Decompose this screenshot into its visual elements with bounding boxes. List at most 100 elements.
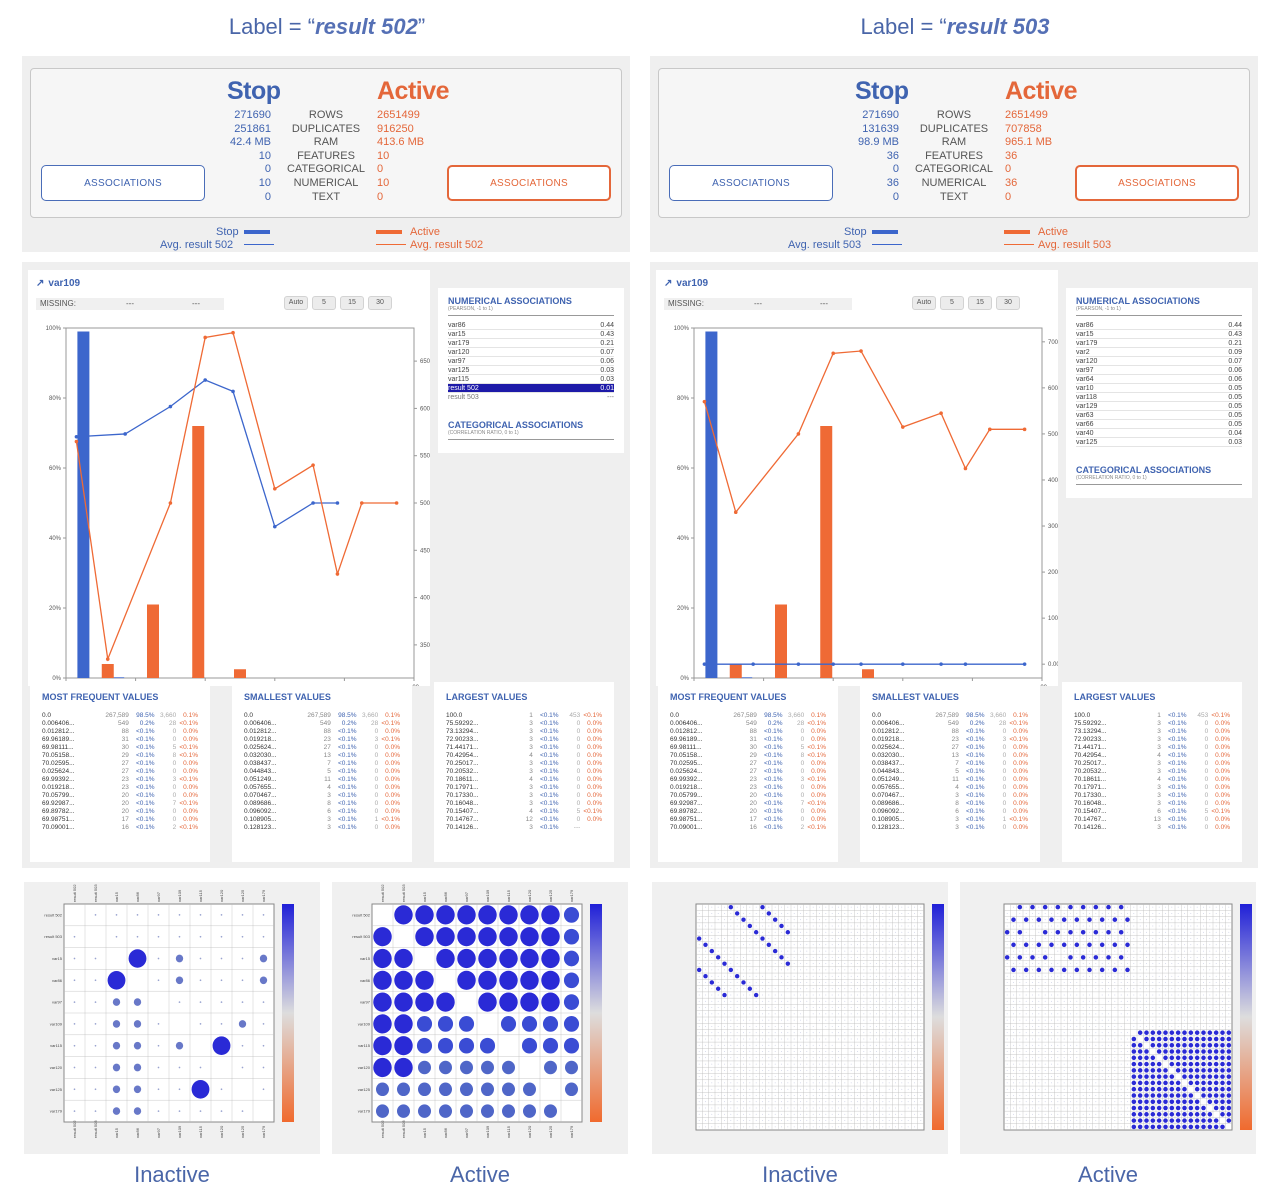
value-cell: 0 (1204, 824, 1209, 831)
assoc-row[interactable]: var86 0.44 (448, 321, 614, 330)
value-cell: 0 (800, 784, 805, 791)
bin-button[interactable]: 5 (312, 296, 336, 310)
avg-active-line-point (360, 501, 364, 505)
corr-circle (1158, 938, 1160, 939)
value-cell: <0.1% (1167, 816, 1187, 823)
assoc-row[interactable]: var64 0.06 (1076, 375, 1242, 384)
bin-button[interactable]: Auto (912, 296, 936, 310)
corr-circle (1108, 1044, 1109, 1046)
corr-circle (1044, 950, 1046, 952)
corr-circle (844, 1063, 846, 1065)
corr-circle (1013, 994, 1014, 996)
corr-circle (1032, 1026, 1033, 1027)
corr-circle (724, 913, 725, 914)
assoc-row[interactable]: result 502 0.01 (448, 384, 614, 393)
value-cell: <0.1% (381, 816, 400, 823)
value-cell: 3 (1157, 784, 1161, 791)
corr-circle (1063, 1095, 1065, 1096)
assoc-row[interactable]: var129 0.05 (1076, 402, 1242, 411)
corr-circle (1184, 956, 1185, 958)
corr-circle (882, 1038, 884, 1040)
corr-circle (1171, 969, 1173, 971)
summary-row: 0 TEXT 0 (659, 191, 1249, 204)
corr-circle (705, 1038, 706, 1040)
assoc-row[interactable]: var115 0.03 (448, 375, 614, 384)
corr-circle (1213, 1030, 1219, 1035)
assoc-row[interactable]: var63 0.05 (1076, 411, 1242, 420)
assoc-row[interactable]: var179 0.21 (1076, 339, 1242, 348)
corr-circle (869, 969, 871, 971)
assoc-row[interactable]: var15 0.43 (448, 330, 614, 339)
assoc-row[interactable]: var97 0.06 (1076, 366, 1242, 375)
value-cell: <0.1% (179, 824, 198, 831)
corr-circle (717, 1126, 719, 1128)
value-row: 0.070467... 3 <0.1% 0 0.0% (244, 792, 400, 800)
corr-circle (1019, 913, 1021, 914)
corr-circle (1095, 1051, 1097, 1052)
colorbar (282, 904, 294, 1122)
corr-circle (1038, 1044, 1040, 1046)
bin-button[interactable]: 15 (340, 296, 364, 310)
bin-button[interactable]: 30 (368, 296, 392, 310)
corr-circle (1165, 963, 1166, 965)
corr-circle (1158, 925, 1160, 927)
assoc-row[interactable]: result 503 --- (448, 393, 614, 402)
active-associations-button[interactable]: ASSOCIATIONS (1075, 165, 1239, 201)
corr-circle (914, 956, 915, 958)
value-cell: <0.1% (763, 816, 783, 823)
bin-button[interactable]: 5 (940, 296, 964, 310)
value-cell: <0.1% (763, 768, 783, 775)
bin-button[interactable]: 15 (968, 296, 992, 310)
bin-button[interactable]: Auto (284, 296, 308, 310)
corr-circle (1114, 1019, 1116, 1021)
assoc-row[interactable]: var120 0.07 (448, 348, 614, 357)
corr-circle (793, 931, 795, 933)
assoc-row[interactable]: var179 0.21 (448, 339, 614, 348)
corr-circle (1006, 1019, 1008, 1021)
corr-circle (1063, 982, 1065, 983)
assoc-row[interactable]: var125 0.03 (448, 366, 614, 375)
corr-circle (730, 975, 732, 977)
value-row: 0.012812... 88 <0.1% 0 0.0% (42, 728, 198, 736)
corr-circle (1114, 1044, 1116, 1046)
corr-circle (564, 1082, 579, 1097)
assoc-row[interactable]: var10 0.05 (1076, 384, 1242, 393)
categorical-assoc-title: CATEGORICAL ASSOCIATIONS (1076, 465, 1212, 475)
corr-circle (850, 975, 852, 977)
value-cell: 16 (749, 824, 757, 831)
assoc-row[interactable]: var120 0.07 (1076, 357, 1242, 366)
corr-circle (1201, 1080, 1206, 1086)
assoc-row[interactable]: var125 0.03 (1076, 438, 1242, 447)
corr-circle (800, 944, 801, 946)
active-associations-button[interactable]: ASSOCIATIONS (447, 165, 611, 201)
corr-circle (781, 1095, 782, 1096)
corr-circle (1127, 975, 1128, 977)
assoc-row[interactable]: var2 0.09 (1076, 348, 1242, 357)
assoc-row[interactable]: var86 0.44 (1076, 321, 1242, 330)
corr-circle (831, 982, 833, 983)
corr-circle (1222, 944, 1223, 946)
assoc-row[interactable]: var15 0.43 (1076, 330, 1242, 339)
value-cell: 0.108905... (872, 816, 905, 823)
value-cell: <0.1% (763, 792, 783, 799)
assoc-row[interactable]: var97 0.06 (448, 357, 614, 366)
summary-stop-value: 0 (264, 163, 271, 176)
value-row: 70.02595... 27 <0.1% 0 0.0% (42, 760, 198, 768)
corr-circle (1076, 988, 1078, 990)
stop-associations-button[interactable]: ASSOCIATIONS (669, 165, 833, 201)
corr-circle (1070, 1069, 1071, 1071)
corr-circle (895, 1088, 896, 1090)
assoc-row[interactable]: var118 0.05 (1076, 393, 1242, 402)
assoc-row[interactable]: var66 0.05 (1076, 420, 1242, 429)
corr-circle (1228, 1026, 1230, 1027)
assoc-row[interactable]: var40 0.04 (1076, 429, 1242, 438)
corr-circle (1087, 967, 1092, 973)
corr-circle (895, 1095, 896, 1096)
avg-active-line-point (901, 425, 905, 429)
stop-associations-button[interactable]: ASSOCIATIONS (41, 165, 205, 201)
corr-circle (1203, 938, 1204, 939)
bin-button[interactable]: 30 (996, 296, 1020, 310)
corr-circle (1158, 906, 1160, 908)
corr-circle (869, 1051, 871, 1052)
corr-circle (1163, 1030, 1168, 1035)
